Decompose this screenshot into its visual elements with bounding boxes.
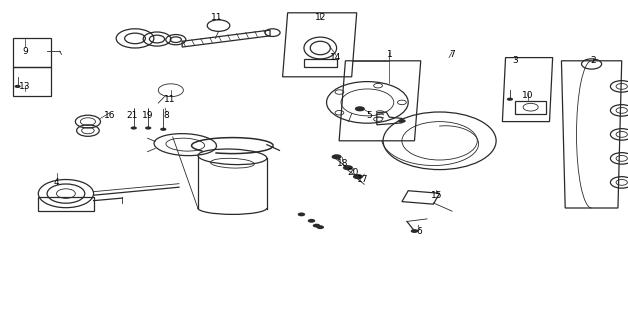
Text: 13: 13 [19, 82, 31, 91]
Text: 10: 10 [522, 92, 533, 100]
Circle shape [353, 174, 363, 179]
Text: 9: 9 [22, 47, 28, 56]
Text: 11: 11 [164, 95, 175, 104]
Text: 8: 8 [163, 111, 170, 120]
Text: 11: 11 [211, 13, 222, 22]
Circle shape [355, 106, 365, 111]
Text: 15: 15 [431, 191, 442, 200]
Text: 18: 18 [337, 159, 348, 168]
Circle shape [131, 126, 137, 130]
Circle shape [298, 212, 305, 216]
Text: 6: 6 [416, 228, 423, 236]
Text: 1: 1 [386, 50, 392, 59]
Text: 21: 21 [126, 111, 138, 120]
Circle shape [507, 98, 513, 101]
Circle shape [313, 224, 320, 228]
Circle shape [343, 165, 353, 170]
Text: 20: 20 [347, 168, 359, 177]
Text: 16: 16 [104, 111, 116, 120]
Circle shape [332, 154, 342, 159]
Circle shape [398, 119, 406, 123]
Text: 3: 3 [512, 56, 518, 65]
Text: 2: 2 [591, 56, 596, 65]
Circle shape [411, 229, 418, 233]
Text: 14: 14 [330, 53, 342, 62]
Text: 12: 12 [315, 13, 326, 22]
Text: 19: 19 [142, 111, 153, 120]
Circle shape [160, 128, 166, 131]
Circle shape [14, 85, 21, 88]
Text: 17: 17 [357, 175, 369, 184]
Text: 4: 4 [54, 178, 59, 187]
Circle shape [317, 225, 324, 229]
Circle shape [308, 219, 315, 223]
Text: 5: 5 [366, 111, 372, 120]
Circle shape [145, 126, 151, 130]
Text: 7: 7 [449, 50, 455, 59]
